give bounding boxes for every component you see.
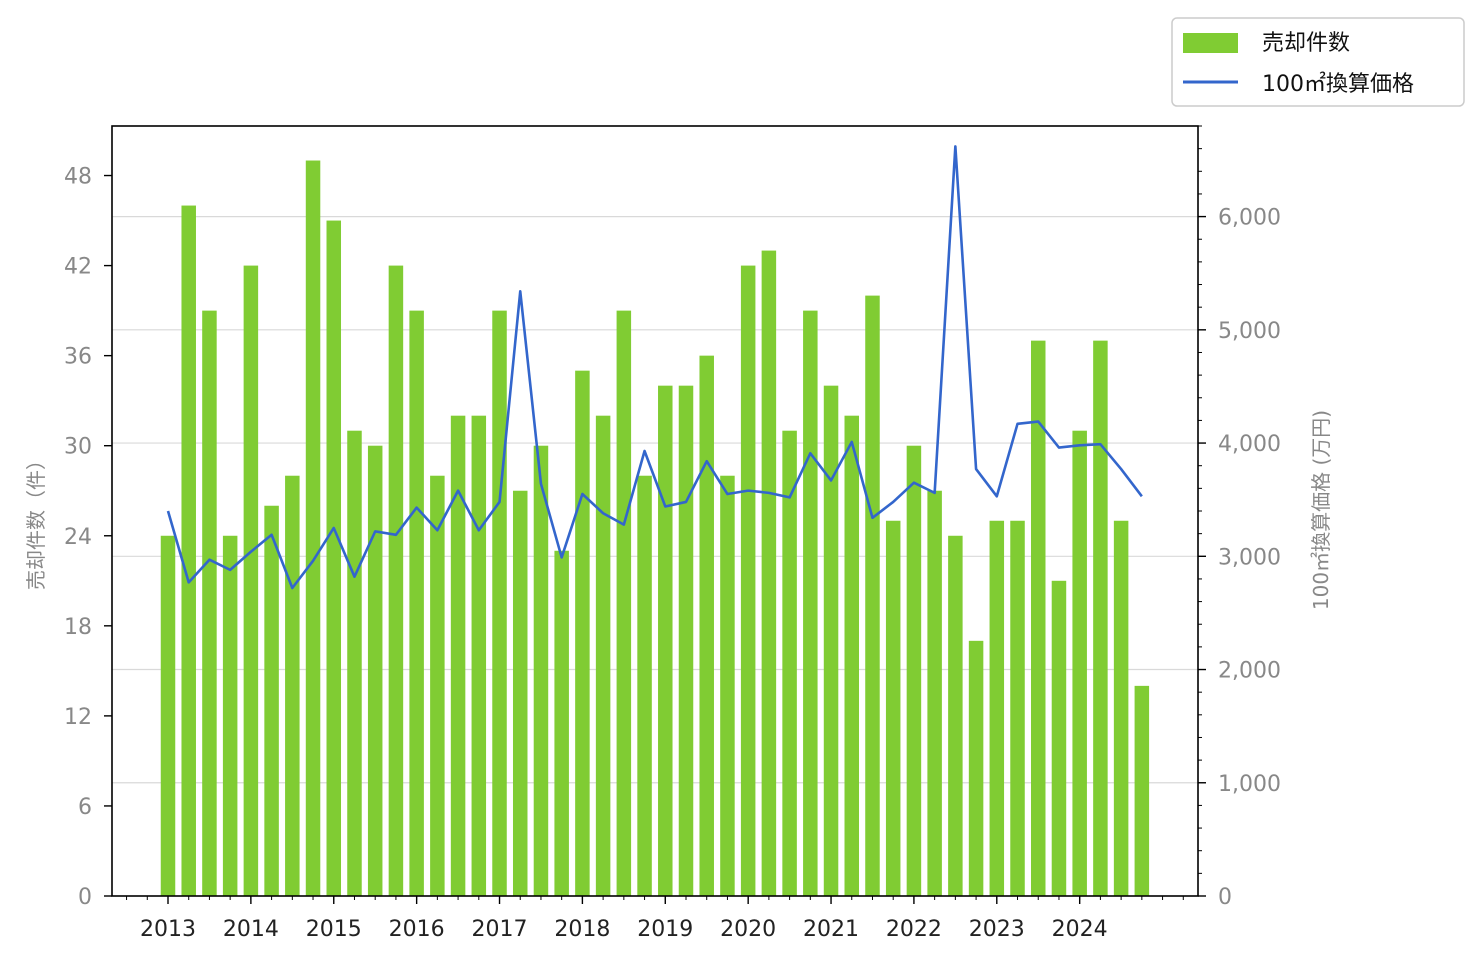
bar [430,475,445,896]
bar [409,310,424,896]
bar [1134,685,1150,896]
right-tick-label: 1,000 [1218,772,1281,797]
left-axis-label: 売却件数（件） [24,450,48,590]
legend-bar-swatch [1183,33,1238,53]
bar-series [160,160,1150,897]
bar [720,475,735,896]
bar [740,265,756,896]
bar [471,415,487,896]
bar [823,385,839,896]
bar [160,535,176,896]
bar [637,475,652,896]
bar [492,310,507,896]
left-tick-label: 36 [64,345,92,370]
legend-line-label: 100㎡換算価格 [1262,71,1414,97]
bar [678,385,694,896]
bar [305,160,321,897]
bar [927,490,942,896]
x-tick-label: 2015 [306,917,362,942]
legend-box [1171,17,1465,107]
bar [554,550,569,896]
right-tick-label: 3,000 [1218,545,1281,570]
bar [512,490,528,896]
left-tick-label: 12 [64,705,92,730]
bar [243,265,259,896]
line-series [166,145,1143,590]
legend-bar-label: 売却件数 [1262,31,1350,56]
left-tick-label: 6 [78,795,92,820]
left-tick-label: 30 [64,435,92,460]
left-y-axis: 0 6 12 18 24 30 36 42 48 [64,165,112,910]
right-tick-label: 0 [1218,885,1232,910]
bar [181,205,196,897]
left-tick-label: 0 [78,885,92,910]
x-tick-label: 2013 [140,917,196,942]
bar [533,445,549,896]
bar [285,475,300,896]
left-tick-label: 18 [64,615,92,640]
bar [1072,430,1087,896]
bar [989,520,1005,896]
left-tick-label: 42 [64,255,92,280]
bar [761,250,777,896]
price-line [166,145,1143,590]
bar [264,505,279,896]
legend: 売却件数 100㎡換算価格 [1171,17,1465,107]
x-tick-label: 2019 [637,917,693,942]
bar [948,535,963,896]
bar [865,295,880,897]
x-tick-label: 2016 [389,917,445,942]
bar [803,310,818,896]
right-y-axis: 0 1,000 2,000 3,000 4,000 5,000 6,000 [1198,125,1281,910]
bar [326,220,342,896]
right-axis-label: 100㎡換算価格 (万円) [1309,410,1333,610]
bar [844,415,860,896]
bar [1030,340,1046,896]
x-tick-label: 2018 [554,917,610,942]
bar [782,430,797,896]
bar [699,355,714,896]
bar [202,310,217,896]
right-tick-label: 6,000 [1218,206,1281,231]
x-tick-label: 2023 [969,917,1025,942]
x-tick-label: 2021 [803,917,859,942]
x-tick-label: 2014 [223,917,279,942]
x-tick-label: 2020 [720,917,776,942]
x-axis: 2013 2014 2015 2016 2017 2018 2019 2020 2021 2022… [126,896,1184,942]
bar [658,385,673,896]
x-tick-label: 2017 [472,917,528,942]
bar [906,445,922,896]
bar [367,445,383,896]
right-tick-label: 5,000 [1218,319,1281,344]
right-tick-label: 4,000 [1218,432,1281,457]
bar [616,310,632,896]
bar [1051,580,1067,896]
left-tick-label: 24 [64,525,92,550]
bar [575,370,590,896]
bar [1093,340,1108,896]
bar [347,430,362,896]
x-tick-label: 2022 [886,917,942,942]
bar [388,265,404,896]
left-tick-label: 48 [64,165,92,190]
bar [595,415,611,896]
x-tick-label: 2024 [1052,917,1108,942]
bar [968,640,984,896]
bar [885,520,901,896]
right-tick-label: 2,000 [1218,659,1281,684]
bar [450,415,466,896]
bar [222,535,238,896]
bar [1113,520,1129,896]
bar [1010,520,1025,896]
